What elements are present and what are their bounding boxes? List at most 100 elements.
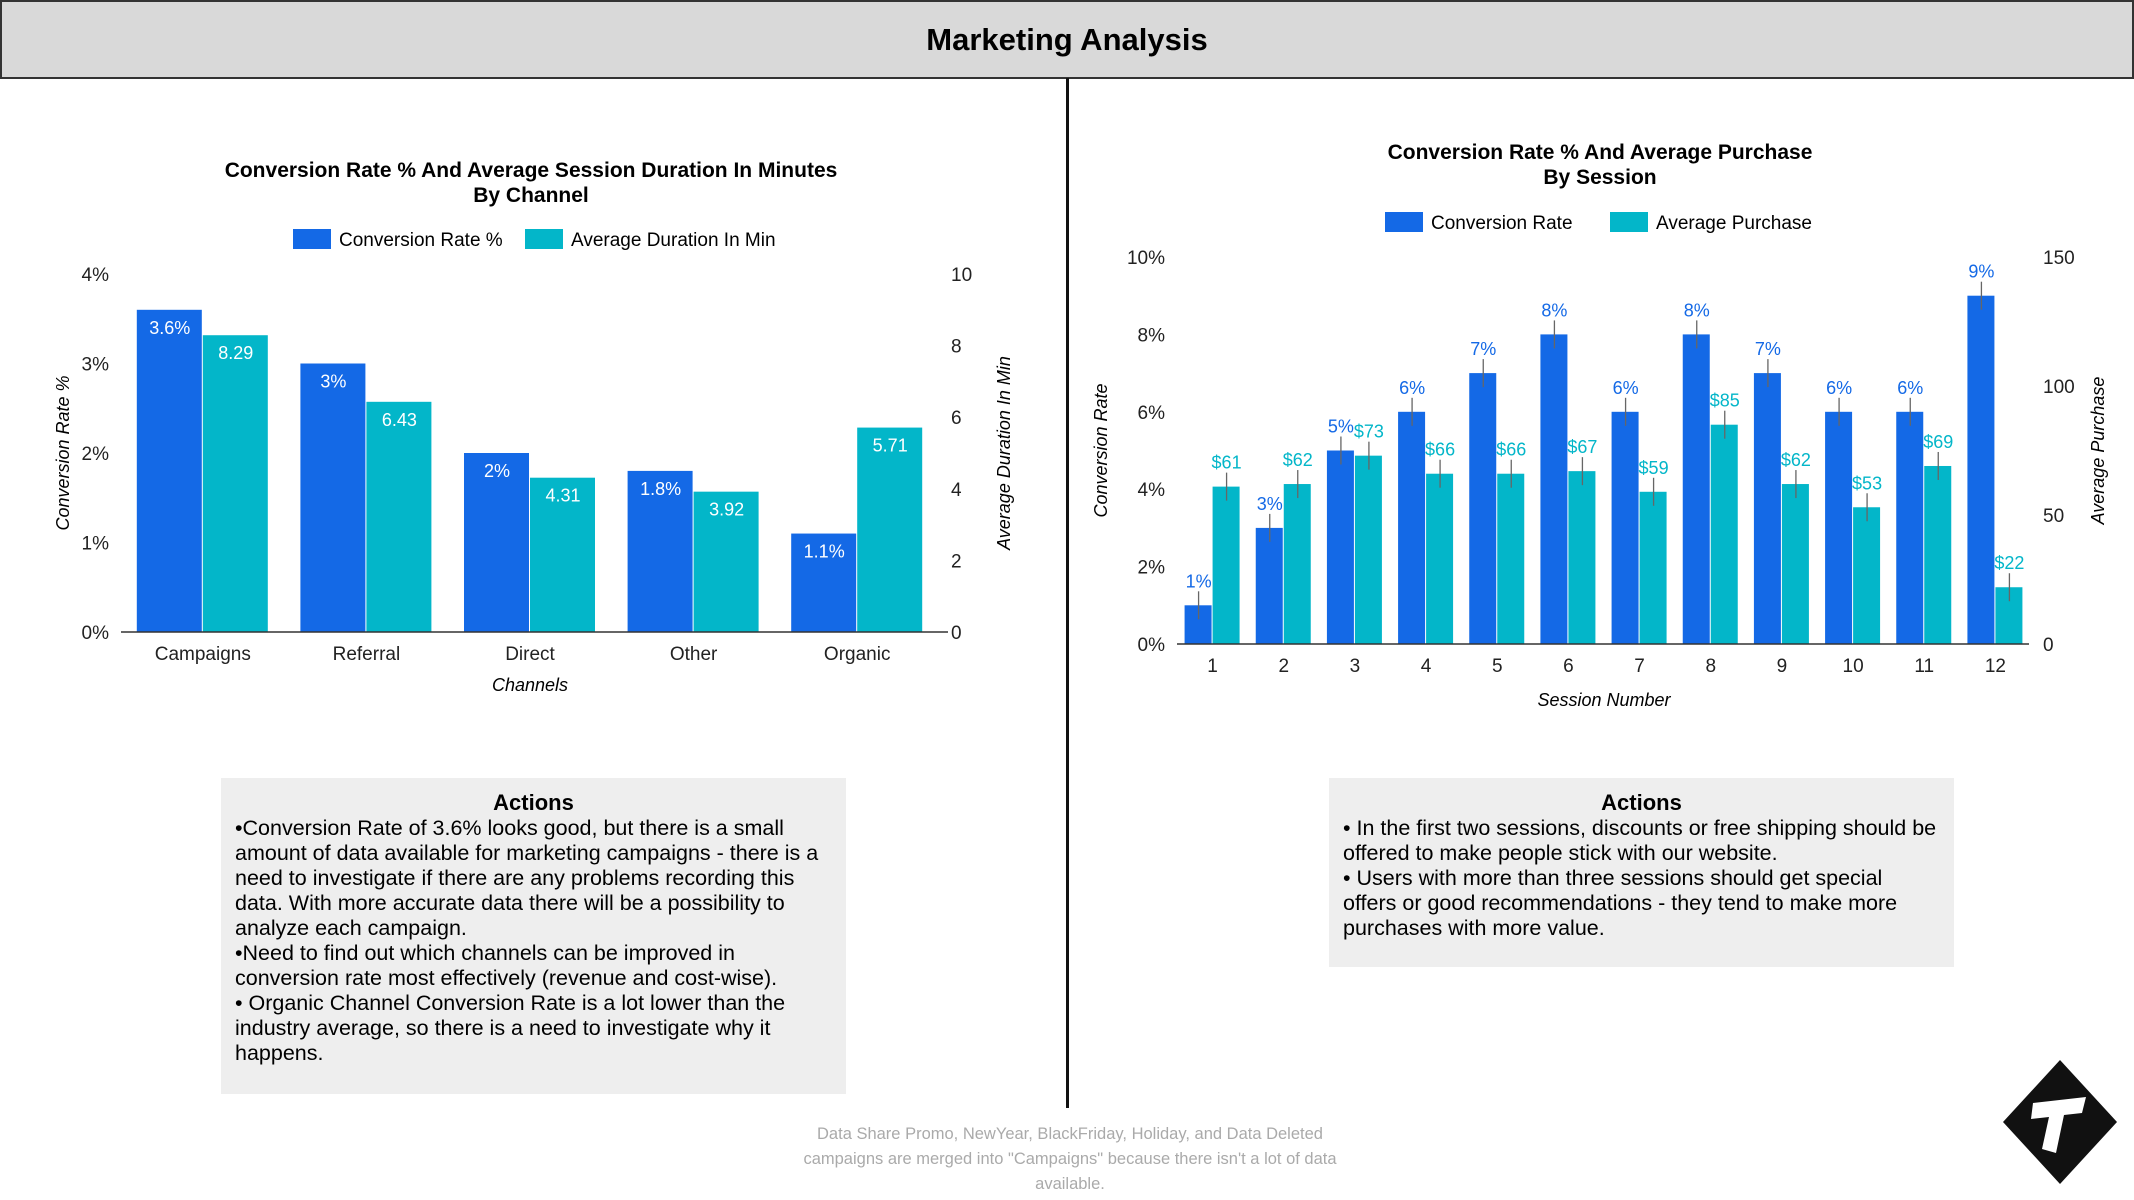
legend-label: Average Duration In Min: [571, 230, 776, 251]
data-label-primary: 1%: [1186, 571, 1212, 591]
x-tick-label: 4: [1421, 656, 1432, 677]
chart-title: Conversion Rate % And Average Session Du…: [225, 159, 838, 182]
bar-primary: [1398, 411, 1426, 644]
page-title: Marketing Analysis: [926, 21, 1208, 57]
bar-primary: [1326, 450, 1354, 644]
data-label-primary: 5%: [1328, 417, 1354, 437]
data-label-secondary: $22: [1994, 553, 2024, 573]
x-tick-label: 8: [1705, 656, 1716, 677]
bar-secondary: [1283, 484, 1311, 644]
y-tick-label-left: 0%: [1138, 635, 1166, 656]
x-tick-label: 11: [1914, 656, 1934, 677]
x-tick-label: Other: [670, 644, 718, 665]
data-label-secondary: 5.71: [873, 436, 908, 456]
y-tick-label-left: 6%: [1138, 403, 1166, 424]
y-axis-title-left: Conversion Rate %: [53, 375, 73, 530]
data-label-secondary: 6.43: [382, 410, 417, 430]
data-label-secondary: $73: [1354, 422, 1384, 442]
data-label-secondary: $53: [1852, 473, 1882, 493]
x-axis-title: Session Number: [1537, 690, 1671, 710]
data-label-primary: 7%: [1470, 339, 1496, 359]
y-tick-label-left: 2%: [82, 444, 110, 465]
x-tick-label: Campaigns: [155, 644, 251, 665]
data-label-secondary: $69: [1923, 432, 1953, 452]
x-tick-label: 6: [1563, 656, 1574, 677]
x-tick-label: Referral: [333, 644, 401, 665]
footnote: Data Share Promo, NewYear, BlackFriday, …: [803, 1125, 1337, 1193]
bar-secondary: [857, 427, 923, 632]
legend-swatch: [525, 229, 563, 249]
x-tick-label: 7: [1634, 656, 1645, 677]
section-divider: [1066, 78, 1069, 1108]
data-label-secondary: $66: [1496, 440, 1526, 460]
bar-secondary: [202, 335, 268, 632]
y-tick-label-left: 1%: [82, 534, 110, 555]
y-tick-label-left: 10%: [1127, 248, 1165, 269]
y-tick-label-right: 10: [951, 265, 972, 286]
bar-primary: [791, 533, 857, 632]
bar-primary: [1611, 411, 1639, 644]
bar-secondary: [1497, 473, 1525, 644]
y-tick-label-right: 4: [951, 480, 962, 501]
data-label-primary: 9%: [1968, 262, 1994, 282]
x-tick-label: Organic: [824, 644, 891, 665]
x-tick-label: 10: [1843, 656, 1864, 677]
data-label-primary: 7%: [1755, 339, 1781, 359]
y-tick-label-left: 2%: [1138, 558, 1166, 579]
bar-secondary: [1924, 465, 1952, 644]
bar-primary: [464, 453, 529, 632]
bar-primary: [1255, 527, 1283, 644]
x-tick-label: 3: [1350, 656, 1361, 677]
y-axis-title-right: Average Duration In Min: [994, 356, 1014, 551]
y-tick-label-left: 3%: [82, 355, 110, 376]
y-axis-title-left: Conversion Rate: [1091, 383, 1111, 517]
data-label-secondary: $67: [1567, 437, 1597, 457]
bar-primary: [136, 309, 202, 632]
data-label-primary: 8%: [1541, 300, 1567, 320]
bar-primary: [627, 470, 693, 632]
actions-text: • In the first two sessions, discounts o…: [1343, 816, 1937, 940]
y-axis-title-right: Average Purchase: [2088, 377, 2108, 526]
data-label-primary: 3%: [1257, 494, 1283, 514]
y-tick-label-right: 0: [951, 623, 962, 644]
data-label-primary: 6%: [1826, 378, 1852, 398]
actions-box-right: Actions • In the first two sessions, dis…: [1329, 778, 1954, 967]
data-label-primary: 1.8%: [640, 479, 681, 499]
data-label-primary: 1.1%: [804, 542, 845, 562]
chart-by-channel: Conversion Rate % And Average Session Du…: [53, 159, 1014, 695]
y-tick-label-right: 8: [951, 337, 962, 358]
bar-secondary: [1568, 471, 1596, 644]
legend-label: Average Purchase: [1656, 213, 1812, 234]
x-tick-label: 9: [1777, 656, 1788, 677]
data-label-secondary: $59: [1639, 458, 1669, 478]
bar-secondary: [366, 401, 432, 632]
x-tick-label: 12: [1985, 656, 2006, 677]
y-tick-label-right: 2: [951, 551, 962, 572]
page-header: Marketing Analysis: [0, 0, 2134, 79]
legend-label: Conversion Rate %: [339, 230, 503, 251]
chart-subtitle: By Session: [1543, 166, 1656, 189]
x-tick-label: Direct: [505, 644, 555, 665]
bar-secondary: [1853, 507, 1881, 644]
data-label-secondary: $61: [1212, 453, 1242, 473]
bar-primary: [1682, 334, 1710, 644]
actions-text: •Conversion Rate of 3.6% looks good, but…: [235, 816, 819, 1065]
y-tick-label-left: 8%: [1138, 325, 1166, 346]
bar-secondary: [1710, 424, 1738, 644]
actions-box-left: Actions •Conversion Rate of 3.6% looks g…: [221, 778, 846, 1094]
bar-secondary: [1212, 486, 1240, 644]
y-tick-label-right: 50: [2043, 506, 2064, 527]
x-tick-label: 2: [1278, 656, 1289, 677]
legend-swatch: [293, 229, 331, 249]
bar-secondary: [530, 477, 595, 632]
bar-secondary: [1354, 455, 1382, 644]
bar-secondary: [1781, 484, 1809, 644]
x-tick-label: 5: [1492, 656, 1503, 677]
y-tick-label-left: 4%: [82, 265, 110, 286]
bar-primary: [1469, 373, 1497, 644]
data-label-primary: 8%: [1684, 300, 1710, 320]
y-tick-label-right: 150: [2043, 248, 2075, 269]
t-diamond-logo-icon: [2003, 1060, 2117, 1184]
data-label-secondary: 4.31: [545, 486, 580, 506]
data-label-secondary: 8.29: [218, 343, 253, 363]
